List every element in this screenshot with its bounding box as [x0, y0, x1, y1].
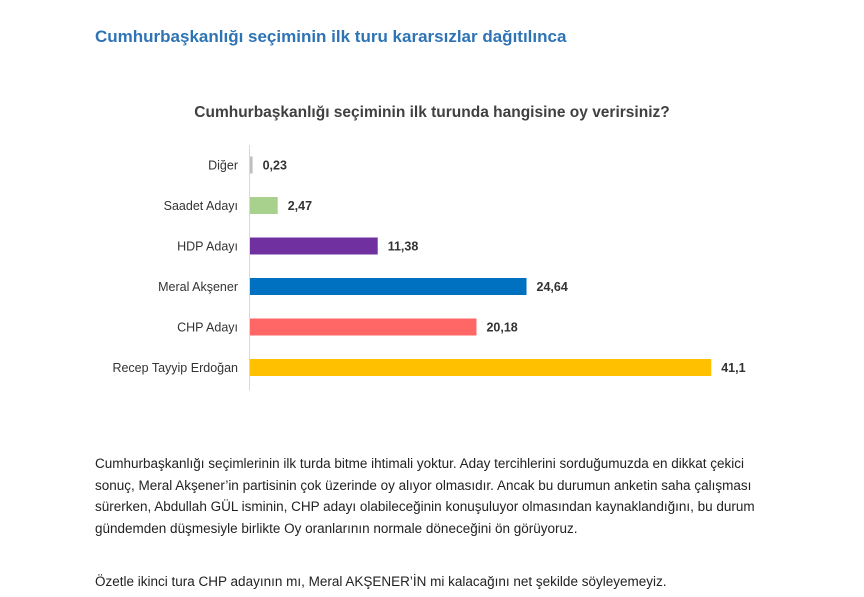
category-label-meral-aksener: Meral Akşener — [158, 280, 238, 294]
value-label-diger: 0,23 — [263, 159, 287, 173]
category-label-chp-adayi: CHP Adayı — [177, 321, 238, 335]
summary-paragraph: Özetle ikinci tura CHP adayının mı, Mera… — [95, 574, 667, 589]
value-label-meral-aksener: 24,64 — [537, 280, 568, 294]
page-heading: Cumhurbaşkanlığı seçiminin ilk turu kara… — [95, 27, 567, 46]
bar-meral-aksener — [250, 278, 527, 295]
value-label-saadet-adayi: 2,47 — [288, 199, 312, 213]
value-label-hdp-adayi: 11,38 — [388, 240, 419, 254]
bar-chp-adayi — [250, 318, 477, 336]
bar-chart: Diğer 0,23 Saadet Adayı 2,47 HDP Adayı 11,38 M… — [112, 145, 746, 391]
category-label-hdp-adayi: HDP Adayı — [177, 240, 238, 254]
chart-title: Cumhurbaşkanlığı seçiminin ilk turunda h… — [194, 104, 670, 121]
value-label-recep-tayyip-erdogan: 41,1 — [721, 361, 745, 375]
bar-recep-tayyip-erdogan — [250, 359, 712, 376]
bar-saadet-adayi — [250, 197, 278, 214]
category-label-saadet-adayi: Saadet Adayı — [164, 199, 238, 213]
bar-hdp-adayi — [250, 237, 378, 255]
value-label-chp-adayi: 20,18 — [486, 321, 517, 335]
category-label-diger: Diğer — [208, 159, 238, 173]
bar-diger — [250, 156, 253, 174]
category-label-recep-tayyip-erdogan: Recep Tayyip Erdoğan — [112, 361, 238, 375]
analysis-paragraph: Cumhurbaşkanlığı seçimlerinin ilk turda … — [95, 456, 755, 536]
